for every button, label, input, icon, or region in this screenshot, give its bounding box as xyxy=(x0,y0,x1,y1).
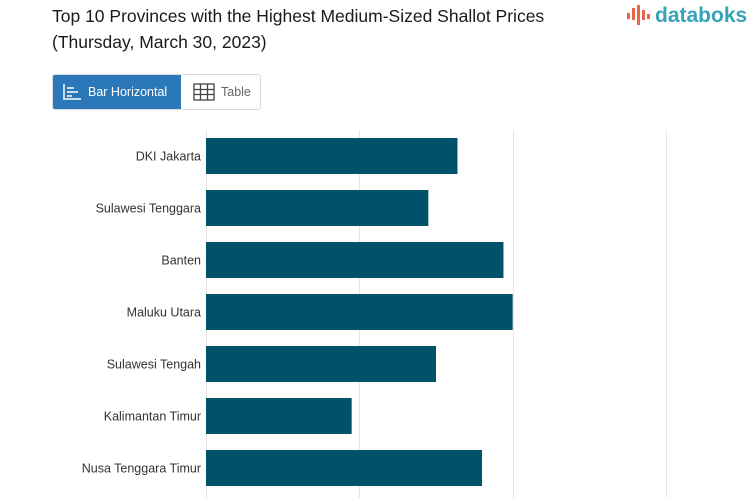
category-label: DKI Jakarta xyxy=(136,150,201,164)
tab-table[interactable]: Table xyxy=(181,75,259,109)
tab-bar-horizontal[interactable]: Bar Horizontal xyxy=(53,75,181,109)
category-label: Banten xyxy=(161,254,201,268)
category-label: Sulawesi Tengah xyxy=(107,358,201,372)
bar[interactable] xyxy=(206,346,436,382)
page-title: Top 10 Provinces with the Highest Medium… xyxy=(52,6,545,52)
bar[interactable] xyxy=(206,398,352,434)
category-label: Kalimantan Timur xyxy=(104,410,201,424)
view-tabs: Bar Horizontal Table xyxy=(52,74,261,110)
bar[interactable] xyxy=(206,242,504,278)
bar-chart-icon xyxy=(62,83,82,101)
bar-chart: DKI Jakarta Sulawesi Tenggara Banten Maluku… xyxy=(82,130,667,498)
bar[interactable] xyxy=(206,138,458,174)
category-label: Nusa Tenggara Timur xyxy=(82,462,201,476)
tab-table-label: Table xyxy=(221,85,251,99)
category-label: Sulawesi Tenggara xyxy=(96,202,201,216)
databoks-logo: databoks xyxy=(626,4,747,28)
tab-bar-horizontal-label: Bar Horizontal xyxy=(88,85,168,99)
databoks-logo-text: databoks xyxy=(655,4,748,27)
table-grid-icon xyxy=(193,83,215,101)
bar[interactable] xyxy=(206,190,429,226)
category-label: Maluku Utara xyxy=(127,306,201,320)
databoks-logo-icon xyxy=(627,5,650,25)
bar[interactable] xyxy=(206,450,482,486)
bar[interactable] xyxy=(206,294,513,330)
